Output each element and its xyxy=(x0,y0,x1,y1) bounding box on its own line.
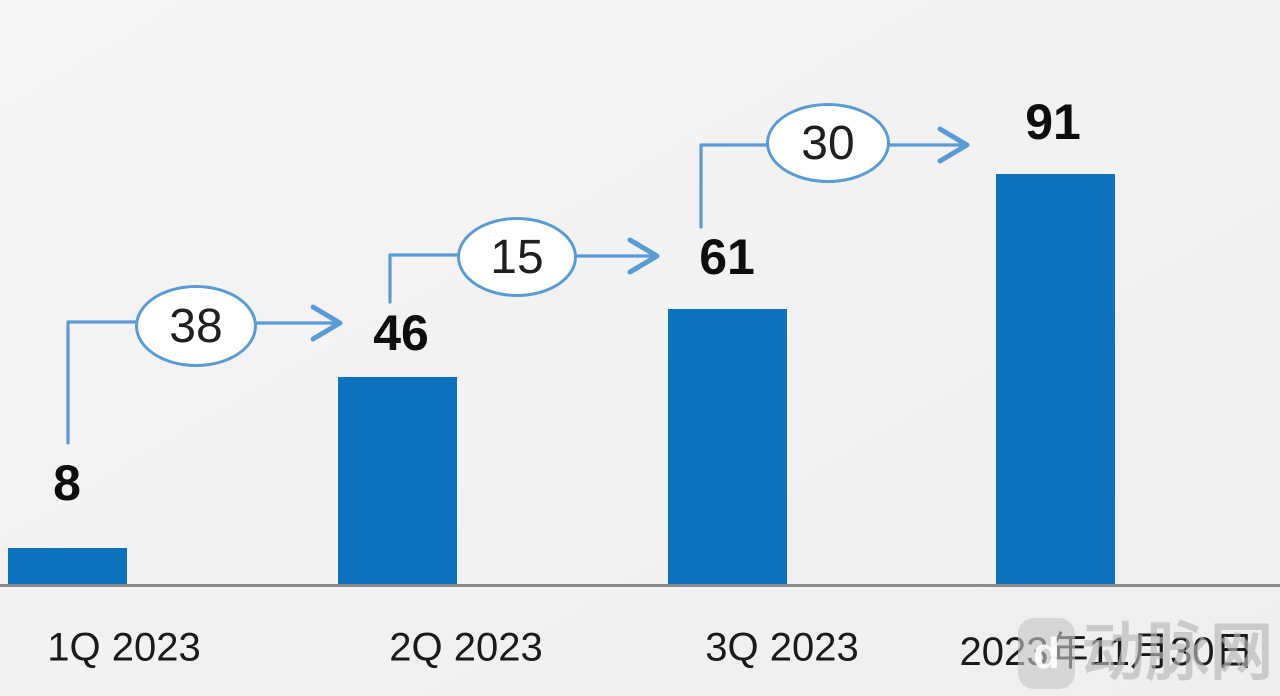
category-label-1q-2023: 1Q 2023 xyxy=(47,625,201,670)
increment-value-3: 30 xyxy=(801,116,855,170)
bar-1q-2023 xyxy=(8,548,127,584)
watermark-text: 动脉网 xyxy=(1082,618,1274,688)
bar-3q-2023 xyxy=(668,309,787,584)
watermark-logo-icon: d xyxy=(1018,618,1075,689)
value-label-2q-2023: 46 xyxy=(373,305,429,361)
bar-2q-2023 xyxy=(338,377,457,584)
increment-oval-1: 38 xyxy=(135,285,257,367)
category-label-3q-2023: 3Q 2023 xyxy=(705,625,859,670)
category-label-2023-11-30: 2023年11月30日 xyxy=(959,630,1255,674)
category-label-2q-2023: 2Q 2023 xyxy=(389,625,543,670)
watermark-logo-letter: d xyxy=(1033,628,1060,678)
increment-oval-3: 30 xyxy=(766,103,890,183)
value-label-2023-11-30: 91 xyxy=(1025,94,1081,150)
watermark: d 动脉网 xyxy=(1018,618,1274,689)
x-axis-line xyxy=(0,584,1280,587)
value-label-1q-2023: 8 xyxy=(53,455,81,511)
value-label-3q-2023: 61 xyxy=(699,229,755,285)
increment-oval-2: 15 xyxy=(457,217,577,297)
increment-value-2: 15 xyxy=(490,230,544,284)
increment-value-1: 38 xyxy=(169,299,223,353)
bar-2023-11-30 xyxy=(996,174,1115,584)
